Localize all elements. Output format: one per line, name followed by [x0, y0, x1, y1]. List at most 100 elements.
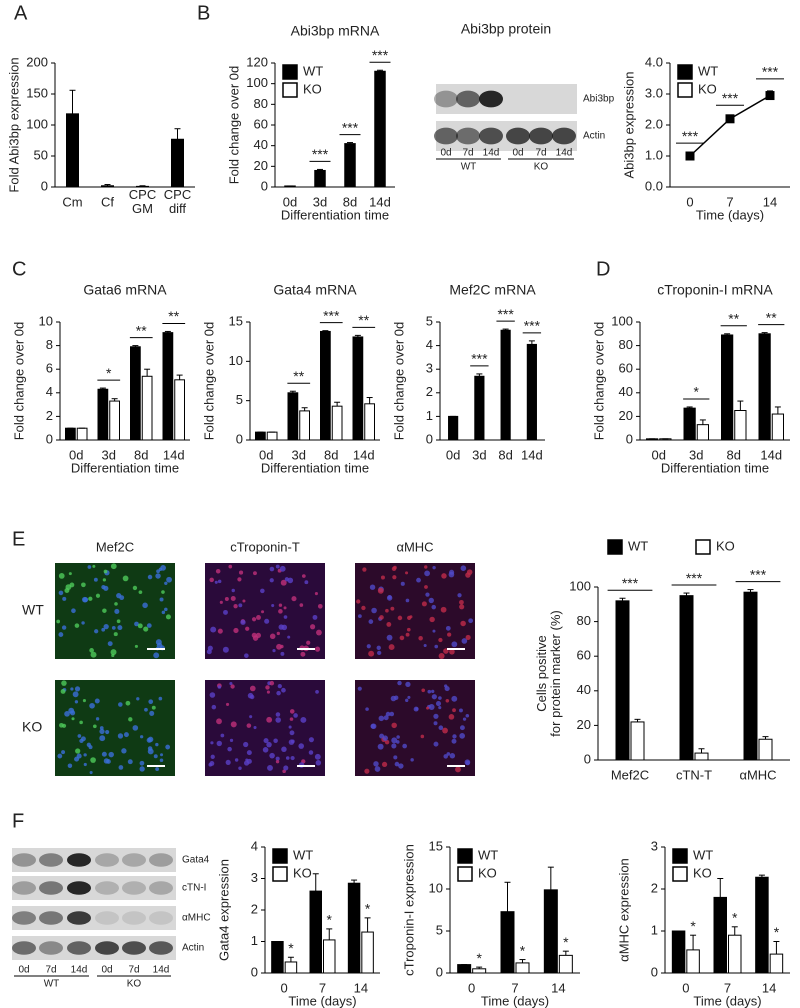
cell-dot [101, 585, 106, 590]
cell-dot [448, 571, 455, 578]
cell-dot [382, 735, 388, 741]
legend-label: WT [628, 538, 648, 553]
blot-band [122, 941, 146, 955]
cell-dot [275, 759, 280, 764]
cell-dot [110, 649, 117, 656]
cell-dot [147, 748, 154, 755]
cell-dot [282, 769, 286, 774]
cell-dot [211, 704, 217, 710]
cell-dot [393, 565, 397, 570]
y-tick-label: 0 [436, 964, 443, 979]
y-tick-label: 40 [577, 682, 591, 697]
cell-dot [388, 644, 395, 651]
legend-label: WT [293, 847, 313, 862]
cell-dot [118, 702, 123, 707]
legend-swatch [672, 848, 688, 864]
significance: *** [497, 306, 514, 322]
y-axis-label: Gata4 expression [216, 859, 231, 961]
x-axis-label: Time (days) [481, 993, 549, 1008]
cell-dot [387, 594, 392, 600]
significance: * [106, 365, 112, 381]
x-tick-label: 0d [652, 447, 666, 462]
y-axis-label: cTroponin-I expression [401, 844, 416, 976]
micrograph [205, 563, 325, 659]
cell-dot [276, 643, 282, 650]
y-tick-label: 60 [619, 361, 633, 376]
y-tick-label: 50 [34, 147, 48, 162]
cell-dot [99, 728, 105, 735]
cell-dot [440, 606, 447, 613]
significance: * [690, 918, 696, 934]
cell-dot [461, 638, 468, 644]
cell-dot [390, 606, 395, 611]
blot-title: Abi3bp protein [461, 21, 551, 37]
x-tick-label: CPC diff [164, 187, 191, 216]
y-tick-label: 10 [39, 313, 53, 328]
blot-band [12, 881, 36, 895]
legend-label: WT [303, 63, 323, 78]
legend-swatch [272, 866, 288, 882]
cell-dot [71, 717, 75, 721]
bar [769, 953, 784, 974]
cell-dot [447, 632, 452, 637]
y-axis-label: Abi3bp expression [621, 72, 636, 179]
cell-dot [230, 684, 235, 689]
cell-dot [222, 646, 229, 653]
blot-band [149, 911, 173, 925]
cell-dot [416, 577, 421, 583]
cell-dot [237, 577, 242, 582]
significance: ** [766, 309, 777, 325]
cell-dot [468, 618, 474, 624]
x-axis-label: Time (days) [696, 207, 764, 222]
blot-row-label: Abi3bp [583, 94, 615, 105]
legend-label: WT [698, 63, 718, 78]
cell-dot [128, 717, 133, 722]
significance: * [563, 934, 569, 950]
cell-dot [103, 569, 108, 574]
cell-dot [210, 741, 214, 745]
bar [171, 138, 184, 188]
cell-dot [227, 746, 232, 752]
cell-dot [277, 684, 282, 689]
cell-dot [361, 605, 366, 611]
blot-band [552, 127, 576, 145]
cell-dot [357, 614, 362, 619]
cell-dot [132, 585, 138, 591]
y-tick-label: 0 [251, 964, 258, 979]
cell-dot [117, 625, 123, 631]
blot-band [149, 853, 173, 867]
bar [758, 333, 771, 441]
cell-dot [364, 768, 370, 774]
cell-dot [443, 754, 448, 759]
cell-dot [245, 626, 250, 631]
cell-dot [94, 629, 99, 634]
bar [630, 721, 645, 761]
x-tick-label: Cf [101, 194, 114, 209]
cell-dot [438, 653, 445, 659]
cell-dot [159, 758, 164, 763]
cell-dot [365, 707, 369, 711]
significance: * [365, 901, 371, 917]
cell-dot [269, 633, 276, 640]
cell-dot [76, 753, 82, 759]
blot-row-label: Actin [583, 131, 605, 142]
lane-label: 0d [512, 148, 523, 159]
cell-dot [444, 686, 450, 692]
bar [374, 70, 386, 188]
x-tick-label: 0 [682, 980, 689, 995]
cell-dot [300, 651, 306, 657]
cell-dot [423, 643, 427, 648]
cell-dot [269, 578, 274, 583]
cell-dot [283, 615, 288, 619]
blot-band [39, 911, 63, 925]
cell-dot [216, 718, 222, 725]
cell-dot [136, 697, 140, 701]
x-tick-label: 0 [468, 980, 475, 995]
blot-band [122, 853, 146, 867]
cell-dot [165, 614, 171, 620]
cell-dot [460, 620, 466, 627]
cell-dot [81, 582, 86, 588]
x-axis-label: Differentiation time [261, 460, 369, 475]
cell-dot [314, 646, 321, 652]
y-tick-label: 0.0 [645, 178, 663, 193]
